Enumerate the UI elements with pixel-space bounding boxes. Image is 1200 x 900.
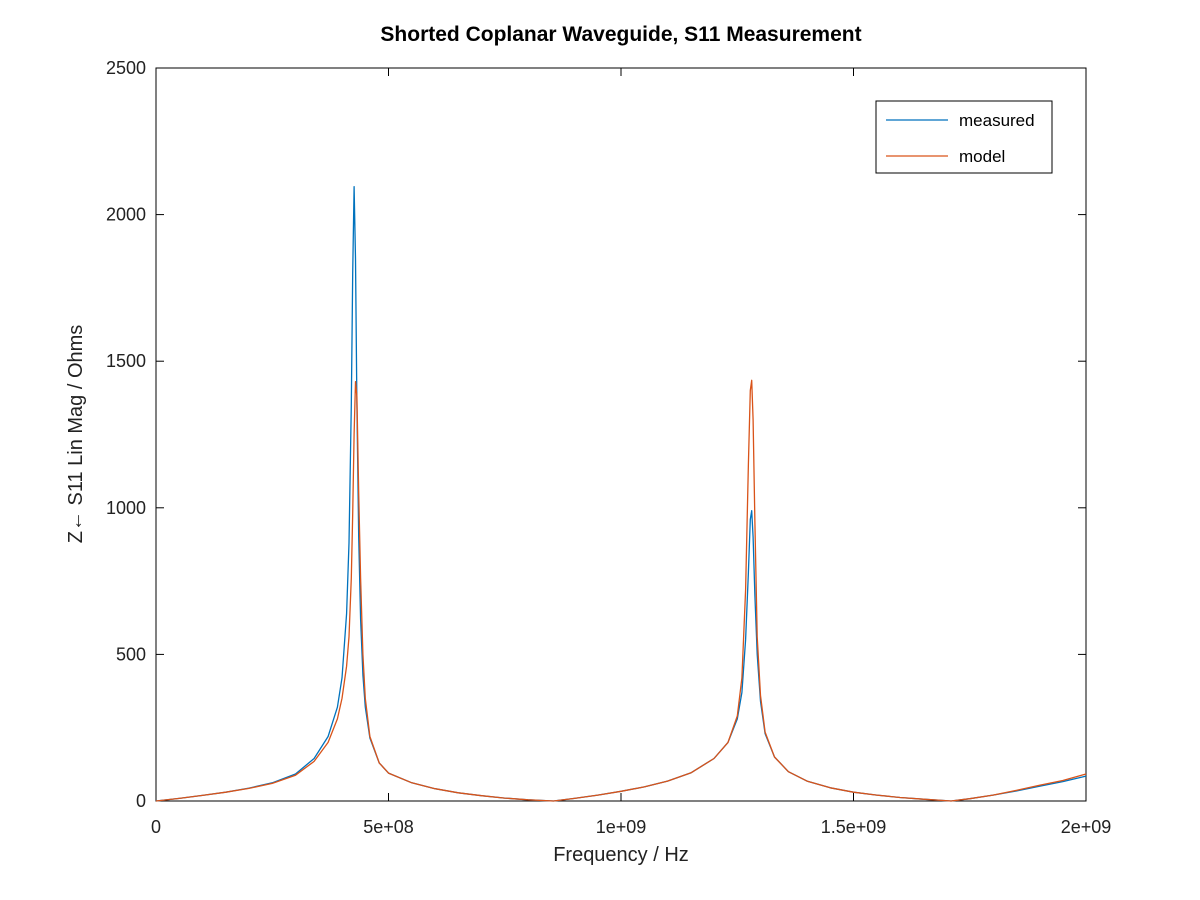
y-axis-label: Z← S11 Lin Mag / Ohms xyxy=(65,325,87,544)
legend: measured model xyxy=(875,100,1053,174)
legend-box xyxy=(875,100,1053,174)
y-tick-label: 1000 xyxy=(106,498,146,518)
x-tick-label: 2e+09 xyxy=(1061,817,1112,837)
x-tick-label: 1.5e+09 xyxy=(821,817,887,837)
axis-ticks: 0 5e+08 1e+09 1.5e+09 2e+09 0 500 1000 1500 2000 2… xyxy=(106,58,1111,837)
y-tick-label: 500 xyxy=(116,644,146,664)
chart-title: Shorted Coplanar Waveguide, S11 Measurem… xyxy=(380,23,861,46)
x-tick-label: 5e+08 xyxy=(363,817,414,837)
y-tick-label: 2000 xyxy=(106,205,146,225)
y-tick-label: 2500 xyxy=(106,58,146,78)
legend-label-measured: measured xyxy=(959,111,1035,130)
x-tick-label: 0 xyxy=(151,817,161,837)
series-line-model xyxy=(155,379,1087,802)
plot-area xyxy=(155,67,1087,802)
series-layer xyxy=(155,186,1087,802)
x-axis-label: Frequency / Hz xyxy=(553,844,689,866)
y-tick-label: 1500 xyxy=(106,351,146,371)
y-tick-label: 0 xyxy=(136,791,146,811)
legend-label-model: model xyxy=(959,147,1005,166)
x-tick-label: 1e+09 xyxy=(596,817,647,837)
